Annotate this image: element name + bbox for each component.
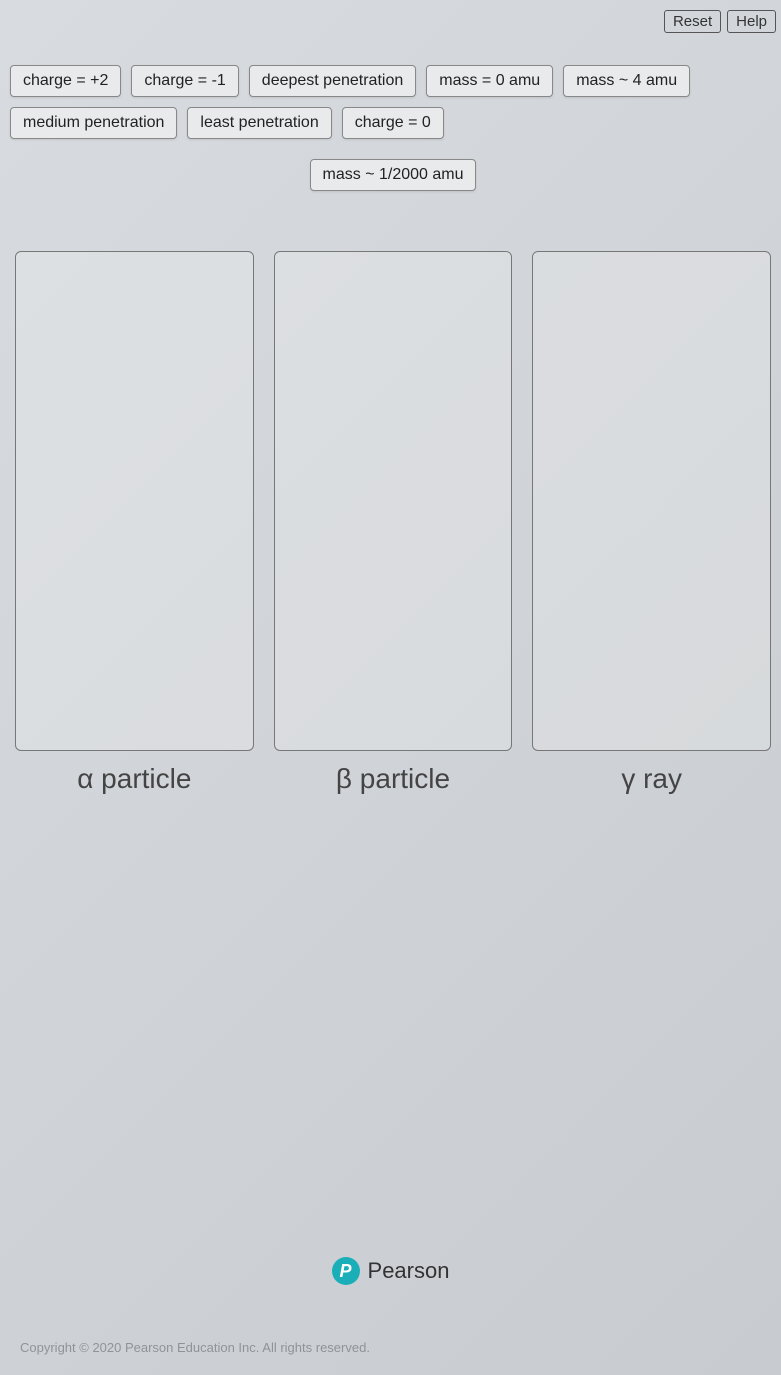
reset-button[interactable]: Reset (664, 10, 721, 33)
pearson-logo-icon: P (332, 1257, 360, 1285)
copyright-text: Copyright © 2020 Pearson Education Inc. … (20, 1340, 370, 1355)
drop-zone-beta: β particle (274, 251, 513, 795)
pearson-brand-text: Pearson (368, 1258, 450, 1284)
drop-box-beta[interactable] (274, 251, 513, 751)
chip-mass-0[interactable]: mass = 0 amu (426, 65, 553, 97)
drop-box-gamma[interactable] (532, 251, 771, 751)
chip-row-1: charge = +2 charge = -1 deepest penetrat… (10, 65, 776, 139)
chip-charge-minus1[interactable]: charge = -1 (131, 65, 238, 97)
drop-zone-row: α particle β particle γ ray (10, 251, 776, 795)
drop-zone-gamma: γ ray (532, 251, 771, 795)
drop-box-alpha[interactable] (15, 251, 254, 751)
chip-charge-0[interactable]: charge = 0 (342, 107, 444, 139)
help-button[interactable]: Help (727, 10, 776, 33)
drop-label-alpha: α particle (77, 763, 191, 795)
footer-brand: P Pearson (0, 1257, 781, 1285)
top-button-bar: Reset Help (664, 10, 776, 33)
drop-zone-alpha: α particle (15, 251, 254, 795)
drag-drop-area: charge = +2 charge = -1 deepest penetrat… (10, 65, 776, 795)
drop-label-beta: β particle (336, 763, 450, 795)
chip-deepest-penetration[interactable]: deepest penetration (249, 65, 416, 97)
chip-mass-4[interactable]: mass ~ 4 amu (563, 65, 690, 97)
chip-least-penetration[interactable]: least penetration (187, 107, 331, 139)
chip-row-2: mass ~ 1/2000 amu (10, 159, 776, 191)
drop-label-gamma: γ ray (621, 763, 682, 795)
chip-mass-1-2000[interactable]: mass ~ 1/2000 amu (310, 159, 477, 191)
chip-medium-penetration[interactable]: medium penetration (10, 107, 177, 139)
chip-charge-plus2[interactable]: charge = +2 (10, 65, 121, 97)
